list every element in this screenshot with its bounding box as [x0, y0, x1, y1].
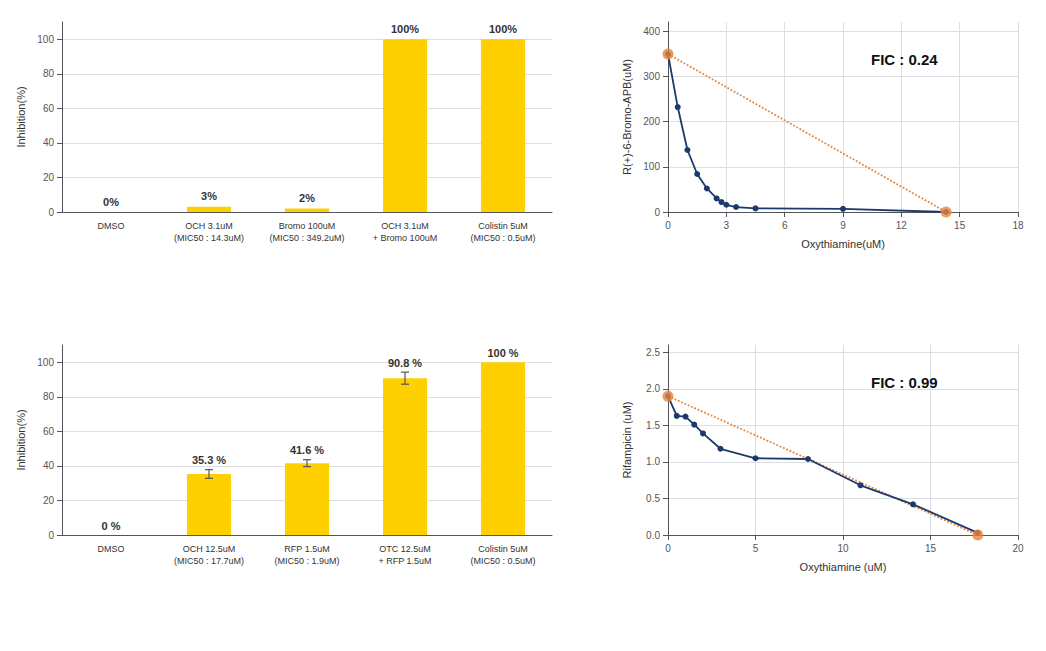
svg-text:80: 80 — [43, 391, 55, 402]
svg-text:2.5: 2.5 — [646, 347, 660, 358]
svg-text:41.6 %: 41.6 % — [290, 444, 324, 456]
svg-text:100: 100 — [37, 34, 54, 45]
svg-text:12: 12 — [896, 220, 908, 231]
svg-text:OCH 12.5uM: OCH 12.5uM — [183, 544, 236, 554]
svg-text:(MIC50 : 17.7uM): (MIC50 : 17.7uM) — [174, 556, 244, 566]
svg-text:40: 40 — [43, 137, 55, 148]
svg-text:10: 10 — [837, 543, 849, 554]
svg-text:(MIC50 : 14.3uM): (MIC50 : 14.3uM) — [174, 233, 244, 243]
svg-text:Colistin 5uM: Colistin 5uM — [478, 221, 528, 231]
svg-text:0.5: 0.5 — [646, 493, 660, 504]
svg-text:20: 20 — [43, 172, 55, 183]
svg-text:(MIC50 : 0.5uM): (MIC50 : 0.5uM) — [470, 233, 535, 243]
svg-text:40: 40 — [43, 460, 55, 471]
svg-text:18: 18 — [1012, 220, 1024, 231]
svg-text:(MIC50 : 0.5uM): (MIC50 : 0.5uM) — [470, 556, 535, 566]
svg-text:400: 400 — [643, 26, 660, 37]
svg-text:0.0: 0.0 — [646, 530, 660, 541]
svg-text:OCH 3.1uM: OCH 3.1uM — [381, 221, 429, 231]
svg-text:3%: 3% — [201, 190, 217, 202]
svg-text:Oxythiamine (uM): Oxythiamine (uM) — [800, 561, 887, 573]
svg-text:0%: 0% — [103, 196, 119, 208]
svg-text:9: 9 — [840, 220, 846, 231]
svg-text:100 %: 100 % — [487, 347, 518, 359]
svg-text:Inhibition(%): Inhibition(%) — [15, 86, 27, 147]
svg-text:20: 20 — [1012, 543, 1024, 554]
svg-text:2%: 2% — [299, 192, 315, 204]
svg-text:Rifampicin (uM): Rifampicin (uM) — [621, 401, 633, 478]
svg-text:60: 60 — [43, 103, 55, 114]
svg-text:100%: 100% — [391, 23, 419, 35]
svg-text:2.0: 2.0 — [646, 383, 660, 394]
svg-text:+ RFP 1.5uM: + RFP 1.5uM — [378, 556, 431, 566]
svg-text:0: 0 — [665, 220, 671, 231]
svg-text:6: 6 — [782, 220, 788, 231]
svg-text:R(+)-6-Bromo-APB(uM): R(+)-6-Bromo-APB(uM) — [621, 59, 633, 175]
svg-text:20: 20 — [43, 495, 55, 506]
svg-text:RFP 1.5uM: RFP 1.5uM — [284, 544, 329, 554]
svg-text:1.5: 1.5 — [646, 420, 660, 431]
svg-text:1.0: 1.0 — [646, 456, 660, 467]
svg-text:(MIC50 : 349.2uM): (MIC50 : 349.2uM) — [269, 233, 344, 243]
svg-text:Oxythiamine(uM): Oxythiamine(uM) — [801, 238, 885, 250]
svg-text:0: 0 — [48, 207, 54, 218]
svg-text:15: 15 — [925, 543, 937, 554]
svg-text:0: 0 — [48, 530, 54, 541]
svg-text:Inhibition(%): Inhibition(%) — [15, 409, 27, 470]
svg-text:DMSO: DMSO — [98, 221, 125, 231]
svg-text:0: 0 — [665, 543, 671, 554]
svg-text:80: 80 — [43, 68, 55, 79]
svg-text:15: 15 — [954, 220, 966, 231]
svg-text:200: 200 — [643, 116, 660, 127]
svg-text:0: 0 — [654, 207, 660, 218]
svg-text:100%: 100% — [489, 23, 517, 35]
svg-text:5: 5 — [753, 543, 759, 554]
svg-text:(MIC50 : 1.9uM): (MIC50 : 1.9uM) — [274, 556, 339, 566]
svg-text:100: 100 — [37, 357, 54, 368]
svg-text:Colistin 5uM: Colistin 5uM — [478, 544, 528, 554]
svg-text:90.8 %: 90.8 % — [388, 357, 422, 369]
svg-text:3: 3 — [724, 220, 730, 231]
svg-text:300: 300 — [643, 71, 660, 82]
svg-text:100: 100 — [643, 161, 660, 172]
svg-text:OTC 12.5uM: OTC 12.5uM — [379, 544, 431, 554]
svg-text:FIC : 0.24: FIC : 0.24 — [871, 51, 938, 68]
svg-text:+ Bromo 100uM: + Bromo 100uM — [373, 233, 437, 243]
svg-text:Bromo 100uM: Bromo 100uM — [279, 221, 336, 231]
svg-text:OCH 3.1uM: OCH 3.1uM — [185, 221, 233, 231]
svg-text:35.3 %: 35.3 % — [192, 454, 226, 466]
svg-text:DMSO: DMSO — [98, 544, 125, 554]
svg-text:FIC : 0.99: FIC : 0.99 — [871, 374, 938, 391]
svg-text:60: 60 — [43, 426, 55, 437]
svg-text:0 %: 0 % — [102, 520, 121, 532]
